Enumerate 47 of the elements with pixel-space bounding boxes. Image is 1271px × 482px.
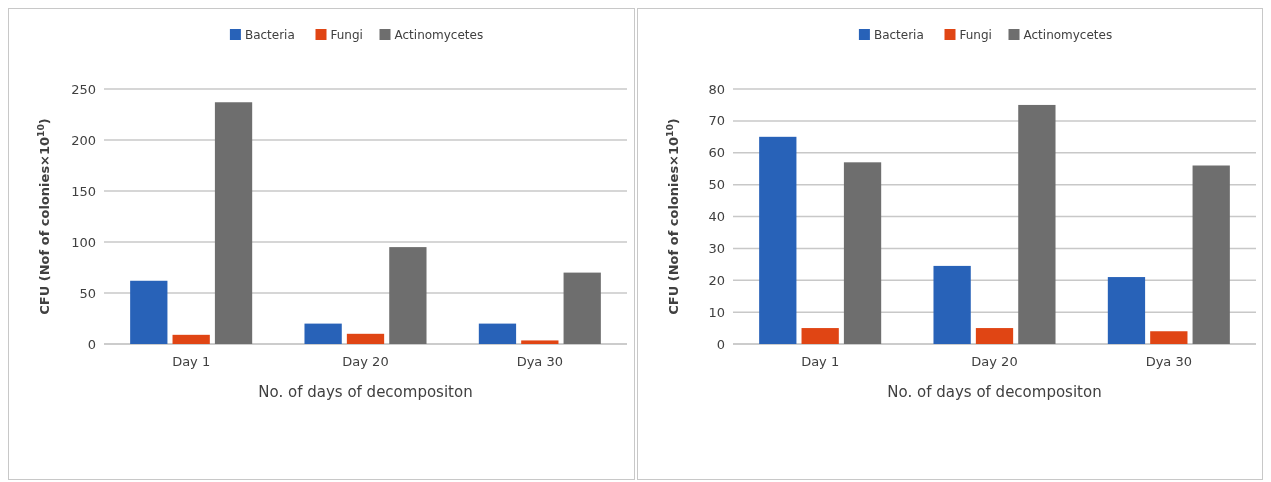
bar xyxy=(346,333,385,344)
bar xyxy=(758,136,796,344)
y-tick-label: 250 xyxy=(71,81,96,97)
y-tick-label: 60 xyxy=(707,145,725,161)
y-tick-label: 200 xyxy=(71,132,96,148)
y-tick-label: 70 xyxy=(707,113,725,129)
y-tick-label: 10 xyxy=(707,304,725,320)
y-tick-label: 0 xyxy=(716,336,725,352)
x-tick-label: Dya 30 xyxy=(516,354,564,369)
legend-label: Fungi xyxy=(330,28,363,42)
y-tick-label: 40 xyxy=(707,209,725,225)
bar xyxy=(563,272,601,344)
bar xyxy=(932,265,971,344)
legend-label: Bacteria xyxy=(873,28,924,42)
bar xyxy=(801,328,839,344)
bar xyxy=(1107,277,1145,344)
y-tick-label: 30 xyxy=(707,240,725,256)
bar xyxy=(172,334,210,344)
y-tick-label: 50 xyxy=(79,285,96,301)
x-axis-title: No. of days of decompositon xyxy=(886,383,1102,401)
y-tick-label: 0 xyxy=(87,336,96,352)
bar xyxy=(975,328,1013,344)
bar xyxy=(521,340,559,344)
bar xyxy=(1017,104,1056,344)
legend-label: Bacteria xyxy=(244,28,295,42)
bar xyxy=(130,280,168,344)
x-tick-label: Dya 30 xyxy=(1145,354,1192,369)
y-tick-label: 20 xyxy=(707,272,725,288)
x-tick-label: Day 20 xyxy=(970,354,1018,369)
y-tick-label: 100 xyxy=(71,234,96,250)
bar xyxy=(214,102,253,344)
legend-label: Actinomycetes xyxy=(1023,28,1112,42)
bar xyxy=(478,323,517,344)
bar xyxy=(389,247,427,344)
bar xyxy=(304,323,342,344)
bar xyxy=(843,162,881,344)
y-tick-label: 80 xyxy=(707,81,725,97)
x-tick-label: Day 1 xyxy=(172,354,211,369)
y-tick-label: 150 xyxy=(71,183,96,199)
x-tick-label: Day 1 xyxy=(800,354,839,369)
x-axis-title: No. of days of decompositon xyxy=(258,383,473,401)
y-tick-label: 50 xyxy=(707,177,725,193)
legend-label: Actinomycetes xyxy=(394,28,484,42)
bar xyxy=(1149,331,1187,344)
bar xyxy=(1192,165,1230,344)
x-tick-label: Day 20 xyxy=(342,354,389,369)
legend-label: Fungi xyxy=(959,28,992,42)
